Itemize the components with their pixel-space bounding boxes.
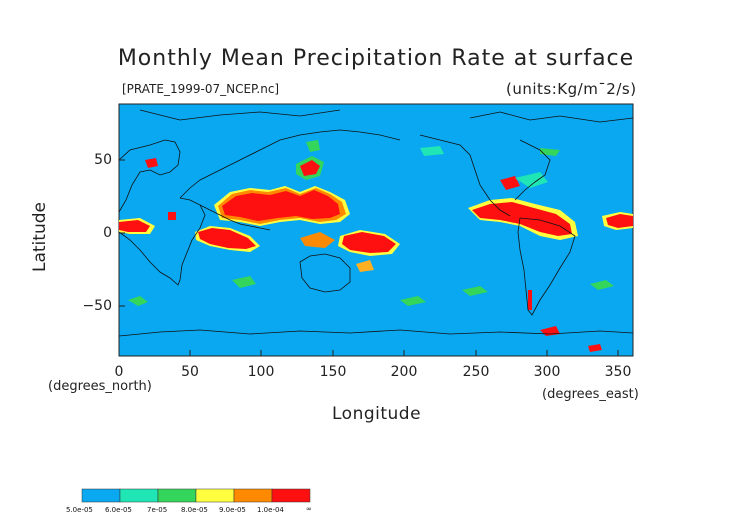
y-tick-label: 0: [103, 225, 112, 241]
x-axis-ticks: [118, 350, 619, 356]
colorbar-label: 5.0e-05: [66, 506, 93, 514]
precip-patches: [119, 140, 633, 352]
colorbar-swatch-4: [195, 488, 235, 503]
y-axis-ticks: [119, 159, 125, 307]
colorbar-label: 9.0e-05: [219, 506, 246, 514]
coastline-asia: [179, 129, 401, 199]
x-tick-label: 150: [319, 364, 347, 380]
colorbar-swatch-2: [119, 488, 159, 503]
y-axis-title: Latitude: [30, 202, 50, 272]
x-tick-label: 0: [114, 364, 124, 380]
coastline-antarctica: [118, 329, 634, 337]
x-tick-label: 100: [247, 364, 275, 380]
colorbar-swatch-1: [81, 488, 121, 503]
x-tick-label: 50: [181, 364, 199, 380]
x-tick-label: 250: [462, 364, 490, 380]
y-tick-label: 50: [94, 152, 112, 168]
y-tick-label: −50: [82, 298, 112, 314]
x-tick-label: 200: [390, 364, 418, 380]
file-label: [PRATE_1999-07_NCEP.nc]: [122, 82, 280, 96]
x-axis-title: Longitude: [332, 404, 422, 424]
colorbar-label: 8.0e-05: [181, 506, 208, 514]
colorbar-swatch-6: [271, 488, 311, 503]
y-unit-label: (degrees_north): [48, 379, 152, 394]
units-label: (units:Kg/m¯2/s): [506, 80, 637, 98]
coastlines: [118, 109, 634, 337]
x-unit-label: (degrees_east): [542, 387, 639, 402]
colorbar-label: 7e-05: [147, 506, 168, 514]
coastline-south-america: [517, 217, 576, 316]
colorbar-label: 1.0e-04: [257, 506, 284, 514]
colorbar: [81, 488, 311, 503]
coastline-africa-europe: [118, 139, 181, 213]
x-tick-label: 300: [533, 364, 561, 380]
colorbar-label: ∞: [306, 505, 312, 513]
coastline-australia: [299, 253, 351, 293]
map-title: Monthly Mean Precipitation Rate at surfa…: [117, 46, 635, 71]
colorbar-label: 6.0e-05: [105, 506, 132, 514]
coastline-north-america: [419, 134, 511, 217]
x-tick-label: 350: [604, 364, 632, 380]
colorbar-swatch-5: [233, 488, 273, 503]
colorbar-swatch-3: [157, 488, 197, 503]
